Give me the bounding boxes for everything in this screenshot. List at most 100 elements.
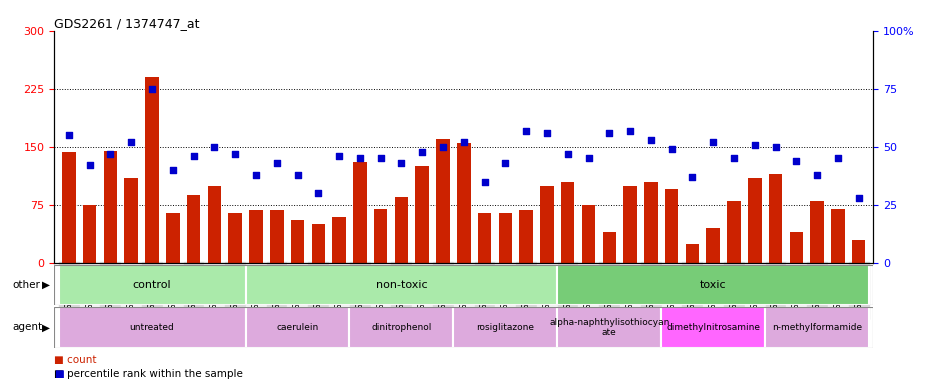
Bar [436,139,449,263]
Text: caerulein: caerulein [276,323,318,332]
Point [82,162,97,169]
Text: ▶: ▶ [42,322,51,333]
Point [269,160,284,166]
Bar [62,152,76,263]
Point [373,156,388,162]
Bar [457,143,470,263]
Bar [685,244,698,263]
Bar [245,265,557,305]
Point [165,167,180,173]
Bar [498,213,512,263]
Text: ■ count: ■ count [54,355,96,365]
Point [62,132,77,138]
Bar [83,205,96,263]
Bar [726,201,740,263]
Text: alpha-naphthylisothiocyan
ate: alpha-naphthylisothiocyan ate [548,318,669,337]
Bar [557,265,869,305]
Bar [789,232,802,263]
Bar [415,166,429,263]
Point [435,144,450,150]
Bar [312,224,325,263]
Point [705,139,720,145]
Bar [453,307,557,348]
Bar [373,209,387,263]
Point [311,190,326,197]
Point [622,127,636,134]
Point [248,172,263,178]
Text: GDS2261 / 1374747_at: GDS2261 / 1374747_at [54,17,199,30]
Bar [519,210,533,263]
Bar [166,213,180,263]
Bar [477,213,490,263]
Point [684,174,699,180]
Bar [332,217,345,263]
Point [519,127,534,134]
Bar [208,185,221,263]
Bar [124,178,138,263]
Bar [270,210,284,263]
Bar [661,307,765,348]
Bar [561,182,574,263]
Point [788,158,803,164]
Point [664,146,679,152]
Point [497,160,512,166]
Bar [851,240,865,263]
Point [393,160,408,166]
Bar [665,189,678,263]
Point [227,151,242,157]
Bar [245,307,349,348]
Point [850,195,865,201]
Bar [747,178,761,263]
Point [809,172,824,178]
Text: control: control [133,280,171,290]
Bar [290,220,304,263]
Text: ■ percentile rank within the sample: ■ percentile rank within the sample [54,369,243,379]
Bar [557,307,661,348]
Point [539,130,554,136]
Point [352,156,367,162]
Bar [353,162,366,263]
Bar [768,174,782,263]
Bar [830,209,843,263]
Point [144,86,159,92]
Bar [394,197,408,263]
Bar [58,307,245,348]
Bar [58,265,245,305]
Point [124,139,139,145]
Text: dimethylnitrosamine: dimethylnitrosamine [665,323,759,332]
Point [725,156,740,162]
Point [768,144,782,150]
Bar [540,185,553,263]
Point [643,137,658,143]
Point [747,141,762,147]
Text: ▶: ▶ [42,280,51,290]
Text: toxic: toxic [699,280,725,290]
Point [331,153,346,159]
Point [829,156,844,162]
Bar [810,201,823,263]
Point [103,151,118,157]
Text: other: other [12,280,40,290]
Bar [228,213,241,263]
Text: untreated: untreated [129,323,174,332]
Point [476,179,491,185]
Bar [186,195,200,263]
Bar [706,228,719,263]
Bar [622,185,636,263]
Text: dinitrophenol: dinitrophenol [371,323,431,332]
Text: rosiglitazone: rosiglitazone [475,323,534,332]
Bar [104,151,117,263]
Bar [765,307,869,348]
Point [290,172,305,178]
Bar [349,307,453,348]
Bar [643,182,657,263]
Text: n-methylformamide: n-methylformamide [771,323,861,332]
Point [456,139,471,145]
Bar [581,205,594,263]
Text: ■: ■ [54,369,64,379]
Point [186,153,201,159]
Bar [145,77,158,263]
Point [207,144,222,150]
Text: non-toxic: non-toxic [375,280,427,290]
Bar [602,232,615,263]
